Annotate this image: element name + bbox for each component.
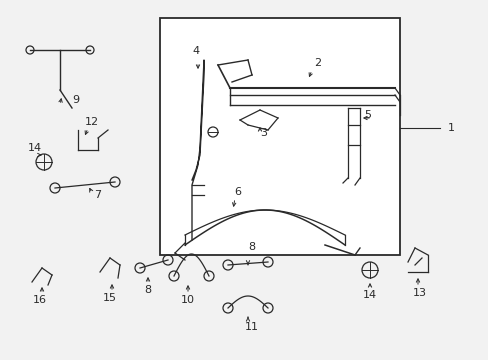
Text: 10: 10	[181, 295, 195, 305]
Text: 8: 8	[144, 285, 151, 295]
Text: 9: 9	[72, 95, 79, 105]
Text: 6: 6	[234, 187, 241, 197]
Text: 14: 14	[28, 143, 42, 153]
Text: 8: 8	[248, 242, 255, 252]
Text: 11: 11	[244, 322, 259, 332]
Text: 15: 15	[103, 293, 117, 303]
Text: 12: 12	[85, 117, 99, 127]
Text: 13: 13	[412, 288, 426, 298]
Text: 7: 7	[94, 190, 102, 200]
Text: 3: 3	[260, 128, 267, 138]
Text: 16: 16	[33, 295, 47, 305]
Text: 4: 4	[192, 46, 199, 56]
Text: 2: 2	[314, 58, 321, 68]
Text: 14: 14	[362, 290, 376, 300]
Text: 5: 5	[363, 110, 370, 120]
Bar	[160, 18, 399, 255]
Text: 1: 1	[447, 123, 454, 133]
